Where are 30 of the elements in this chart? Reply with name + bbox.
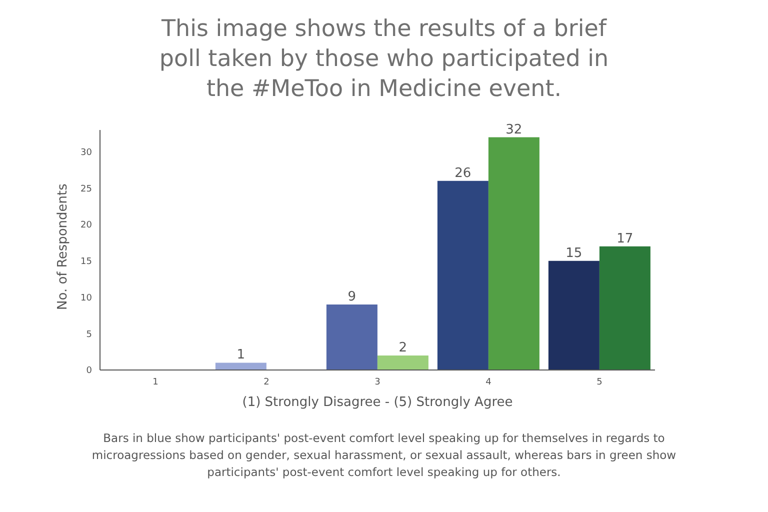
data-label: 2 bbox=[398, 340, 408, 356]
y-tick-label: 0 bbox=[86, 366, 92, 376]
bar bbox=[377, 355, 428, 370]
y-tick-label: 20 bbox=[80, 220, 92, 231]
bar bbox=[599, 246, 650, 370]
bar bbox=[488, 137, 540, 370]
data-label: 15 bbox=[566, 246, 582, 261]
y-tick-label: 5 bbox=[86, 330, 92, 340]
data-label: 32 bbox=[506, 122, 522, 138]
x-tick-label: 3 bbox=[374, 377, 380, 388]
data-label: 1 bbox=[236, 348, 246, 363]
x-tick-label: 5 bbox=[596, 377, 602, 388]
x-axis-title: (1) Strongly Disagree - (5) Strongly Agree bbox=[242, 395, 513, 410]
y-tick-label: 15 bbox=[80, 257, 92, 268]
bar bbox=[548, 260, 600, 370]
x-tick-label: 2 bbox=[264, 377, 270, 388]
data-label: 26 bbox=[454, 166, 472, 181]
y-tick-label: 30 bbox=[80, 148, 92, 158]
chart-title: This image shows the results of a brief poll taken by those who participated in the #MeToo in Medicine event. bbox=[158, 15, 610, 104]
bar bbox=[215, 362, 266, 370]
data-label: 9 bbox=[348, 290, 356, 305]
y-tick-label: 10 bbox=[80, 293, 92, 304]
x-tick-label: 1 bbox=[152, 377, 158, 388]
bar bbox=[326, 304, 378, 370]
data-label: 17 bbox=[616, 231, 634, 246]
x-tick-label: 4 bbox=[486, 377, 492, 388]
y-axis-title: No. of Respondents bbox=[56, 183, 71, 310]
text: Bars in blue show participants' post-event comfort level speaking up for themselves in regards to microagressions based on gender, sexual harassment, or sexual assault, whereas bars in green show participants' post-event comfort level speaking up for others. bbox=[90, 430, 678, 481]
bar bbox=[437, 180, 488, 370]
y-tick-label: 25 bbox=[80, 184, 92, 194]
